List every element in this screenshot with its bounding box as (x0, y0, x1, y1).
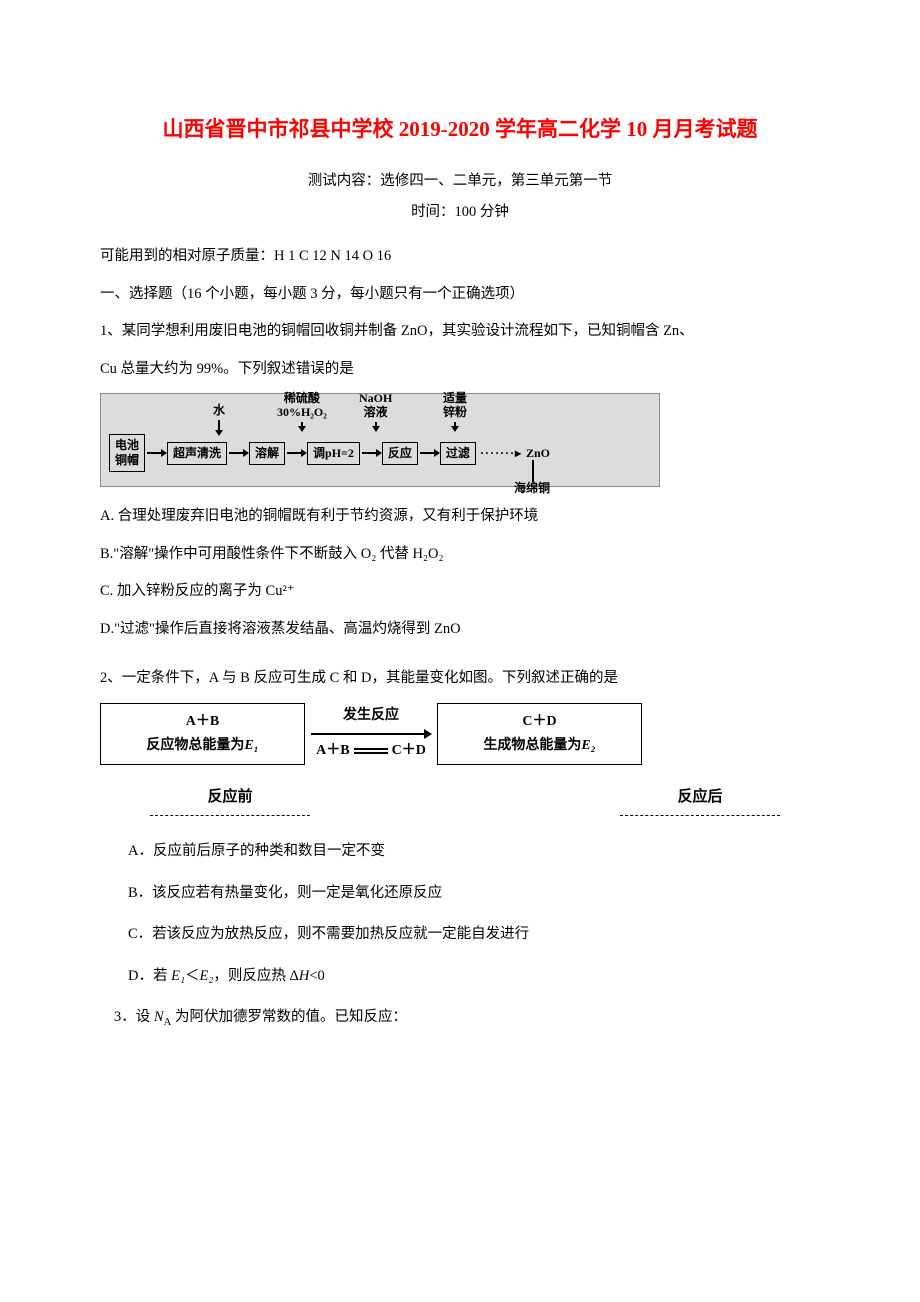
q1-flowchart: 水 稀硫酸 30%H₂O₂ NaOH 溶液 适量 锌粉 电池 铜帽 超声清洗 溶… (100, 393, 660, 487)
q2-energy-diagram: A＋B 反应物总能量为E₁ 发生反应 A＋B C＋D C＋D 生成物总能量为E₂ (100, 703, 820, 816)
q2-option-d: D．若 E₁＜E₂，则反应热 ΔH<0 (100, 963, 820, 991)
section-1-heading: 一、选择题（16 个小题，每小题 3 分，每小题只有一个正确选项） (100, 281, 820, 309)
flow-down-output: 海绵铜 (502, 482, 562, 495)
page-title: 山西省晋中市祁县中学校 2019-2020 学年高二化学 10 月月考试题 (100, 110, 820, 150)
flow-in-naoh-l2: 溶液 (359, 406, 392, 420)
q1-line1: 1、某同学想利用废旧电池的铜帽回收铜并制备 ZnO，其实验设计流程如下，已知铜帽… (100, 318, 820, 346)
flow-output: ZnO (526, 442, 550, 465)
q1-line2: Cu 总量大约为 99%。下列叙述错误的是 (100, 356, 820, 384)
q2-text: 2、一定条件下，A 与 B 反应可生成 C 和 D，其能量变化如图。下列叙述正确… (100, 665, 820, 693)
flow-in-acid-l2: 30%H₂O₂ (277, 406, 327, 420)
equilibrium-icon (354, 748, 388, 754)
flow-box-4: 反应 (382, 442, 418, 465)
flow-in-acid-l1: 稀硫酸 (277, 392, 327, 406)
q2-option-c: C．若该反应为放热反应，则不需要加热反应就一定能自发进行 (100, 921, 820, 949)
energy-label-left: 反应前 (150, 783, 310, 817)
q3-text: 3．设 NA 为阿伏加德罗常数的值。已知反应： (100, 1004, 820, 1033)
flow-box-1: 超声清洗 (167, 442, 227, 465)
flow-in-zn-l1: 适量 (443, 392, 467, 406)
atomic-mass: 可能用到的相对原子质量：H 1 C 12 N 14 O 16 (100, 243, 820, 271)
q1-option-d: D."过滤"操作后直接将溶液蒸发结晶、高温灼烧得到 ZnO (100, 616, 820, 644)
energy-middle: 发生反应 A＋B C＋D (305, 703, 437, 765)
flow-in-naoh-l1: NaOH (359, 392, 392, 406)
q2-option-b: B．该反应若有热量变化，则一定是氧化还原反应 (100, 880, 820, 908)
flow-in-water: 水 (213, 404, 225, 418)
flow-start-box: 电池 铜帽 (109, 434, 145, 472)
q1-option-c: C. 加入锌粉反应的离子为 Cu²⁺ (100, 578, 820, 606)
q1-option-b: B."溶解"操作中可用酸性条件下不断鼓入 O₂ 代替 H₂O₂ (100, 541, 820, 569)
q1-option-a: A. 合理处理废弃旧电池的铜帽既有利于节约资源，又有利于保护环境 (100, 503, 820, 531)
flow-in-zn-l2: 锌粉 (443, 406, 467, 420)
flow-box-5: 过滤 (440, 442, 476, 465)
flow-box-3: 调pH=2 (307, 442, 360, 465)
energy-label-right: 反应后 (620, 783, 780, 817)
energy-right-box: C＋D 生成物总能量为E₂ (437, 703, 642, 765)
flow-box-2: 溶解 (249, 442, 285, 465)
time-info: 时间：100 分钟 (100, 199, 820, 227)
flow-dotted-arrow: ·······▸ (480, 442, 522, 465)
q2-option-a: A．反应前后原子的种类和数目一定不变 (100, 838, 820, 866)
energy-left-box: A＋B 反应物总能量为E₁ (100, 703, 305, 765)
subtitle: 测试内容：选修四一、二单元，第三单元第一节 (100, 168, 820, 196)
